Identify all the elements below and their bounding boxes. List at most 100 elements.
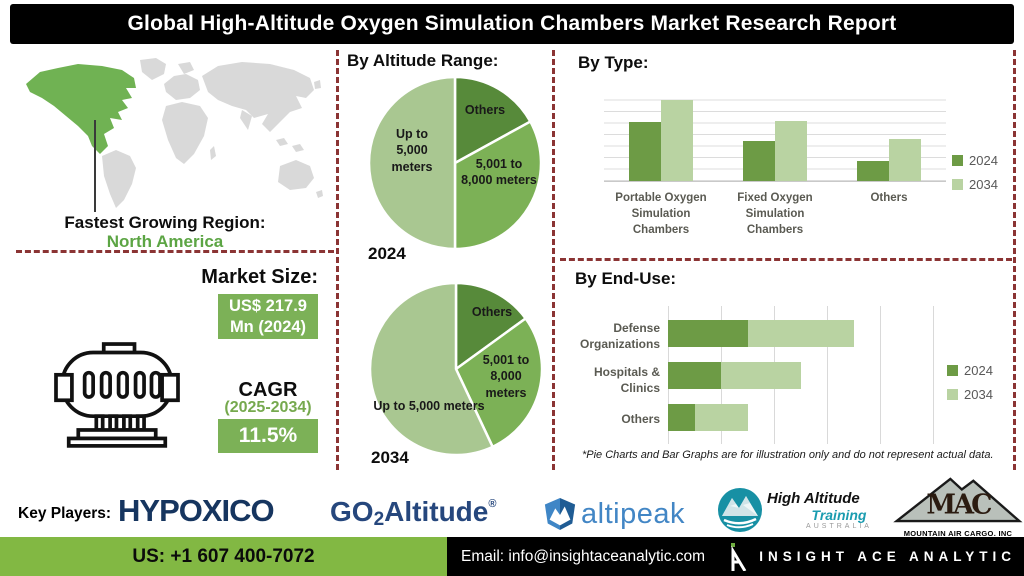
altitude-range-heading: By Altitude Range: (347, 51, 499, 70)
bar-2034 (661, 100, 693, 181)
pie-slice (453, 75, 532, 165)
market-size-heading: Market Size: (201, 266, 318, 288)
legend-label-2024: 2024 (969, 153, 998, 168)
pie1-year-label: 2024 (368, 244, 406, 263)
stacked-bar-row (668, 362, 986, 389)
divider-vertical-1 (336, 50, 339, 470)
legend-swatch-2034 (952, 179, 963, 190)
by-type-category-labels: Portable Oxygen Simulation Chambers Fixe… (604, 190, 946, 238)
logo-mountain-air-cargo: MAC MOUNTAIN AIR CARGO. INC (892, 477, 1024, 538)
legend-row-2034: 2034 (947, 387, 993, 402)
altipeak-wordmark: altipeak (581, 497, 685, 530)
bar-2024 (629, 121, 661, 181)
pie-2024-svg (367, 75, 543, 251)
pie2-year-label: 2034 (371, 448, 409, 467)
pie-2034-svg (368, 281, 544, 457)
divider-horizontal-left (16, 250, 334, 253)
bar-segment-2024 (668, 320, 748, 347)
legend-swatch-2024 (947, 365, 958, 376)
bar-2034 (889, 139, 921, 181)
end-use-category-hospitals: Hospitals & Clinics (593, 365, 660, 396)
fastest-growing-region-value: North America (106, 232, 224, 251)
pie-slice (454, 281, 527, 371)
phone-number: US: +1 607 400-7072 (132, 545, 315, 567)
insight-ace-wordmark: INSIGHT ACE ANALYTIC (759, 549, 1016, 564)
go2-pre: GO (330, 496, 374, 527)
logo-altipeak: altipeak (543, 496, 685, 532)
hat-mountain-icon (718, 488, 762, 532)
disclaimer-footnote: *Pie Charts and Bar Graphs are for illus… (582, 449, 994, 461)
logo-high-altitude-training: High Altitude Training AUSTRALIA (717, 487, 883, 533)
by-type-category-portable: Portable Oxygen Simulation Chambers (615, 192, 707, 237)
phone-section: US: +1 607 400-7072 (0, 537, 447, 576)
pie2-slice-label-others: Others (471, 305, 513, 319)
by-type-plot (604, 90, 946, 182)
report-title-bar: Global High-Altitude Oxygen Simulation C… (10, 4, 1014, 44)
cagr-value: 11.5% (238, 424, 298, 447)
legend-row-2024: 2024 (952, 153, 998, 168)
hat-line3: AUSTRALIA (806, 523, 872, 530)
bar-group (604, 90, 718, 181)
legend-row-2034: 2034 (952, 177, 998, 192)
market-size-line2: Mn (2024) (229, 317, 307, 336)
end-use-category-defense: Defense Organizations (579, 321, 660, 352)
pie-slice (367, 75, 457, 251)
pie2-slice-label-5001-8000: 5,001 to 8,000 meters (482, 353, 530, 400)
bar-segment-2024 (668, 362, 721, 389)
insight-ace-logo-icon (731, 542, 747, 571)
logo-hypoxico: HYPOXICO (118, 493, 275, 528)
bar-2034 (775, 120, 807, 181)
pie1-slice-label-upto-5000: Up to 5,000 meters (391, 127, 433, 174)
north-america-highlight (26, 64, 136, 154)
cagr-value-box: 11.5% (218, 419, 318, 453)
pie-slice (368, 281, 494, 457)
pie2-slice-label-upto-5000: Up to 5,000 meters (373, 399, 485, 413)
cagr-label: CAGR (238, 379, 298, 401)
by-end-use-heading: By End-Use: (575, 269, 677, 288)
by-type-legend: 2024 2034 (952, 153, 998, 192)
bar-2024 (857, 160, 889, 181)
logo-go2altitude: GO2Altitude® (330, 496, 496, 531)
stacked-bar-row (668, 404, 986, 431)
hat-line1: High Altitude (767, 490, 860, 507)
hat-line2: Training (811, 507, 867, 523)
bar-segment-2034 (694, 404, 748, 431)
market-size-value-box: US$ 217.9 Mn (2024) (218, 294, 318, 339)
divider-horizontal-right (560, 258, 1012, 261)
bar-segment-2034 (747, 320, 854, 347)
bar-segment-2034 (721, 362, 801, 389)
stacked-bar-row (668, 320, 986, 347)
market-size-line1: US$ 217.9 (229, 296, 307, 315)
oxygen-chamber-icon (54, 342, 180, 448)
legend-label-2034: 2034 (969, 177, 998, 192)
pie1-slice-label-5001-8000: 5,001 to 8,000 meters (461, 157, 537, 188)
legend-swatch-2034 (947, 389, 958, 400)
divider-vertical-2 (552, 50, 555, 470)
pie-slice (454, 317, 544, 449)
bar-group (832, 90, 946, 181)
bar-group (718, 90, 832, 181)
key-players-label: Key Players: (18, 505, 112, 522)
mac-mountain-icon: MAC (893, 477, 1023, 523)
legend-label-2024: 2024 (964, 363, 993, 378)
legend-label-2034: 2034 (964, 387, 993, 402)
insight-ace-brand: INSIGHT ACE ANALYTIC (729, 537, 1016, 576)
go2-post: Altitude (384, 496, 489, 527)
pie-slice (453, 120, 543, 251)
fastest-growing-region-label: Fastest Growing Region: (64, 213, 266, 232)
cagr-period: (2025-2034) (224, 399, 312, 416)
mac-caption: MOUNTAIN AIR CARGO. INC (903, 529, 1013, 538)
go2-sub: 2 (373, 509, 385, 530)
pie-chart-2034: Others 5,001 to 8,000 meters Up to 5,000… (367, 280, 545, 458)
by-type-category-fixed: Fixed Oxygen Simulation Chambers (737, 192, 813, 237)
hat-wordmark: High Altitude Training AUSTRALIA (767, 490, 883, 530)
by-type-bars (604, 90, 946, 181)
bar-2024 (743, 140, 775, 181)
end-use-legend: 2024 2034 (947, 363, 993, 402)
legend-swatch-2024 (952, 155, 963, 166)
divider-vertical-3 (1013, 50, 1016, 470)
pie1-slice-label-others: Others (464, 103, 506, 117)
bar-segment-2024 (668, 404, 695, 431)
pie-chart-2024: Others 5,001 to 8,000 meters Up to 5,000… (366, 74, 544, 252)
